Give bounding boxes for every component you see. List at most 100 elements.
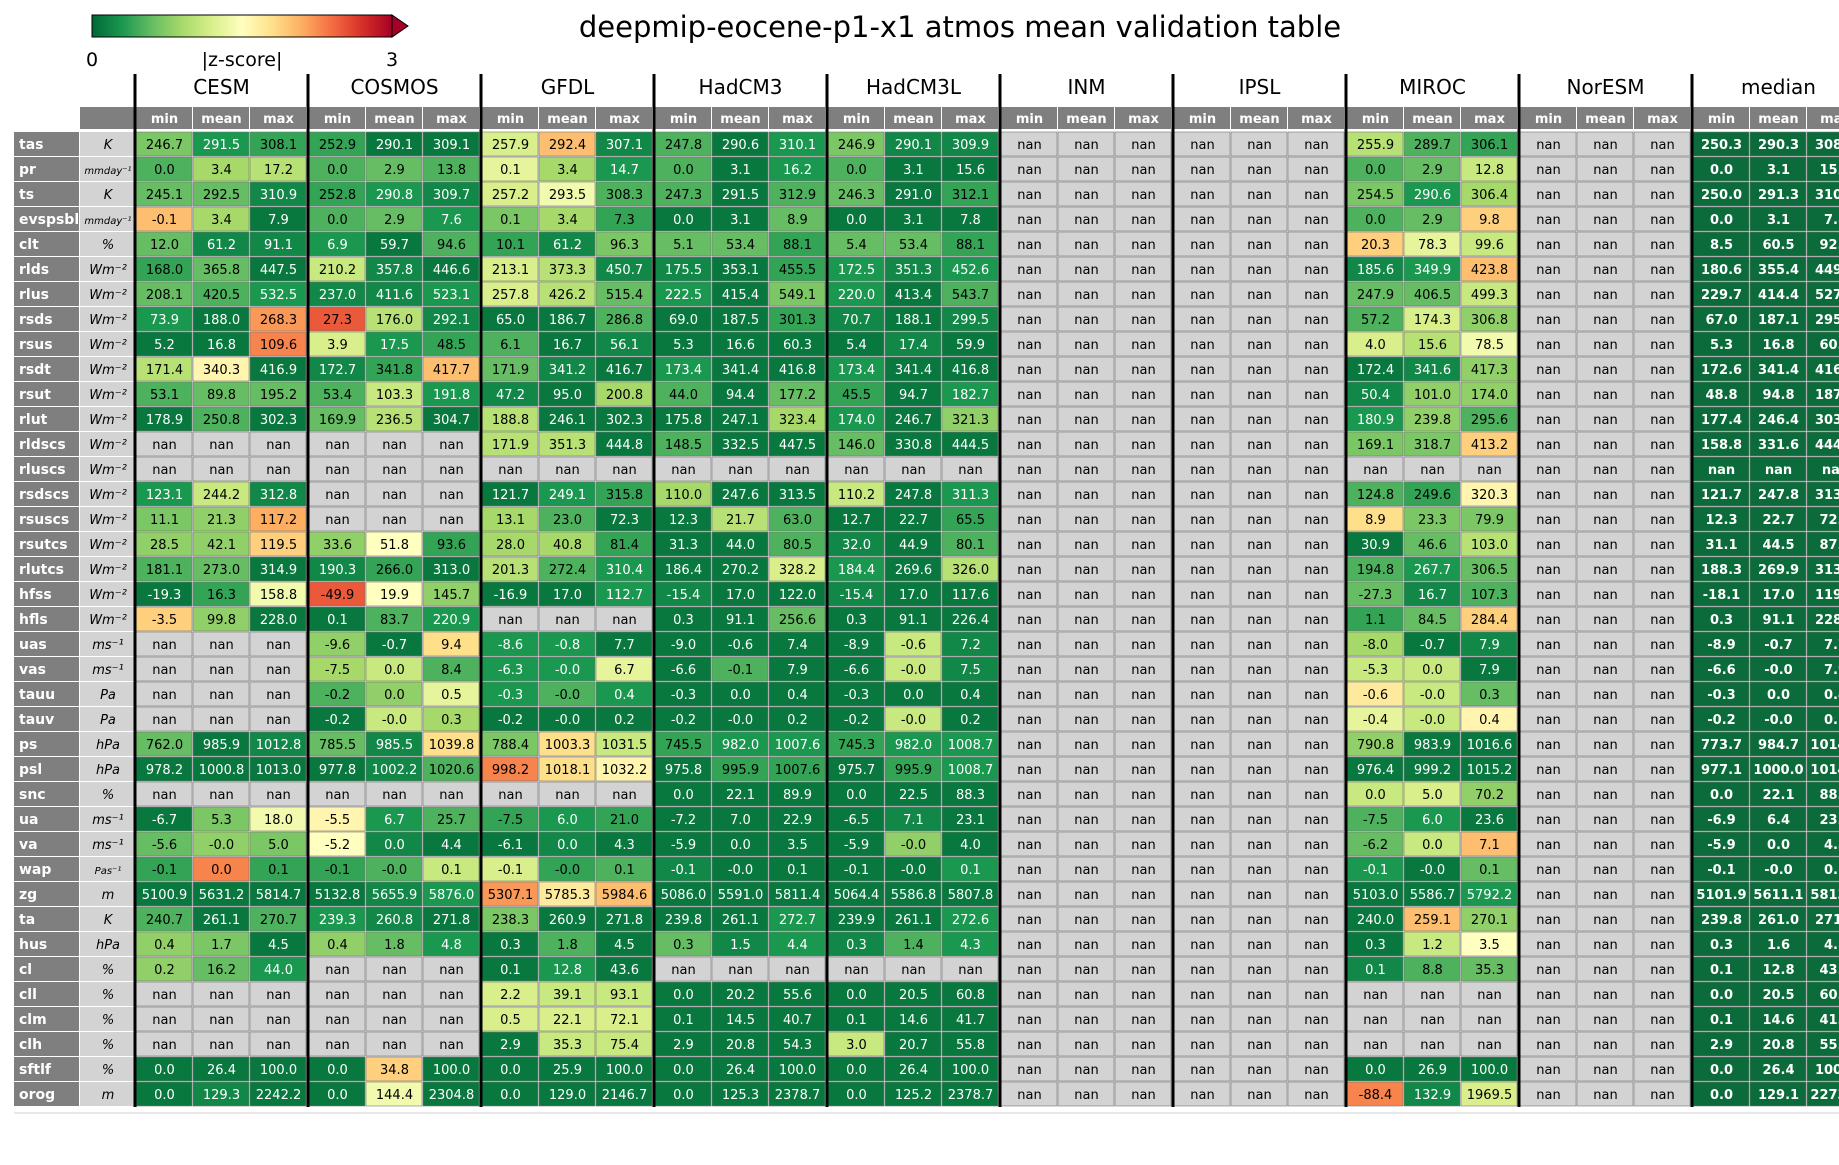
- row-unit-label: ms⁻¹: [92, 813, 124, 828]
- table-cell: [192, 131, 250, 157]
- cell-value: 3.1: [730, 213, 751, 228]
- cell-value: 2378.7: [948, 1088, 994, 1103]
- cell-value: 75.4: [610, 1038, 639, 1053]
- table-cell: [1346, 481, 1404, 507]
- cell-value: 365.8: [203, 263, 240, 278]
- table-cell: [1519, 431, 1577, 457]
- row-var-cell: [14, 532, 79, 556]
- table-cell: [1749, 981, 1807, 1007]
- cell-value: nan: [1074, 938, 1098, 953]
- table-cell: [595, 206, 653, 232]
- cell-value: nan: [1190, 1013, 1214, 1028]
- table-cell: [654, 231, 712, 257]
- table-cell: [192, 181, 250, 207]
- table-cell: [538, 756, 596, 782]
- table-cell: [654, 631, 712, 657]
- cell-value: 61.2: [553, 238, 582, 253]
- table-cell: [308, 431, 366, 457]
- table-cell: [481, 406, 539, 432]
- table-cell: [192, 781, 250, 807]
- cell-value: nan: [1131, 1063, 1155, 1078]
- table-cell: [1287, 981, 1345, 1007]
- table-cell: [308, 881, 366, 907]
- table-cell: [422, 1031, 480, 1057]
- cell-value: nan: [1650, 1063, 1674, 1078]
- row-var-label: hfss: [19, 587, 52, 603]
- cell-value: 0.2: [787, 713, 808, 728]
- table-cell: [1633, 281, 1691, 307]
- cell-value: nan: [152, 638, 176, 653]
- row-var-label: rluscs: [19, 462, 66, 478]
- cell-value: nan: [1190, 888, 1214, 903]
- table-cell: [941, 806, 999, 832]
- cell-value: 417.7: [433, 363, 470, 378]
- table-cell: [1460, 506, 1518, 532]
- table-cell: [1403, 156, 1461, 182]
- table-cell: [422, 681, 480, 707]
- cell-value: 16.8: [1762, 338, 1794, 353]
- cell-value: nan: [1190, 938, 1214, 953]
- cell-value: nan: [1190, 1088, 1214, 1103]
- cell-value: nan: [382, 513, 406, 528]
- cell-value: nan: [1247, 713, 1271, 728]
- table-cell: [827, 506, 885, 532]
- table-cell: [422, 706, 480, 732]
- stat-header-max: max: [1820, 112, 1839, 127]
- table-cell: [1173, 131, 1231, 157]
- cell-value: 182.7: [952, 388, 989, 403]
- row-var-cell: [14, 457, 79, 481]
- cell-value: nan: [382, 788, 406, 803]
- table-cell: [1806, 331, 1839, 357]
- cell-value: nan: [1190, 513, 1214, 528]
- cell-value: 158.8: [1701, 438, 1742, 453]
- table-cell: [192, 856, 250, 882]
- cell-value: -0.1: [1363, 863, 1388, 878]
- cell-value: 250.8: [203, 413, 240, 428]
- row-unit-cell: [80, 257, 135, 281]
- cell-value: 53.4: [899, 238, 928, 253]
- table-cell: [308, 156, 366, 182]
- table-cell: [711, 356, 769, 382]
- cell-value: 292.4: [549, 138, 586, 153]
- table-cell: [941, 1081, 999, 1107]
- table-cell: [1576, 706, 1634, 732]
- table-cell: [308, 1006, 366, 1032]
- cell-value: nan: [1536, 1038, 1560, 1053]
- table-cell: [249, 406, 307, 432]
- table-cell: [249, 681, 307, 707]
- cell-value: 8.4: [441, 663, 462, 678]
- cell-value: -5.5: [325, 813, 350, 828]
- table-cell: [192, 1081, 250, 1107]
- table-cell: [1519, 156, 1577, 182]
- table-cell: [1057, 356, 1115, 382]
- table-cell: [538, 1006, 596, 1032]
- cell-value: nan: [1304, 1063, 1328, 1078]
- table-cell: [249, 731, 307, 757]
- row-var-label: rlds: [19, 262, 49, 278]
- cell-value: 9.4: [441, 638, 462, 653]
- table-cell: [1749, 331, 1807, 357]
- table-cell: [422, 631, 480, 657]
- cell-value: 16.2: [783, 163, 812, 178]
- table-cell: [1000, 1031, 1058, 1057]
- table-cell: [1460, 456, 1518, 482]
- table-cell: [192, 256, 250, 282]
- cell-value: 240.0: [1357, 913, 1394, 928]
- cell-value: 315.8: [606, 488, 643, 503]
- cell-value: 144.4: [376, 1088, 413, 1103]
- table-cell: [481, 231, 539, 257]
- table-cell: [1692, 681, 1750, 707]
- table-cell: [1460, 556, 1518, 582]
- table-cell: [1403, 256, 1461, 282]
- table-cell: [1287, 281, 1345, 307]
- cell-value: nan: [209, 1013, 233, 1028]
- table-cell: [1403, 1081, 1461, 1107]
- cell-value: nan: [266, 663, 290, 678]
- table-cell: [1346, 206, 1404, 232]
- cell-value: nan: [1190, 363, 1214, 378]
- cell-value: 272.7: [779, 913, 816, 928]
- cell-value: nan: [1650, 463, 1674, 478]
- cell-value: nan: [266, 788, 290, 803]
- table-cell: [1114, 1081, 1172, 1107]
- cell-value: -3.5: [152, 613, 177, 628]
